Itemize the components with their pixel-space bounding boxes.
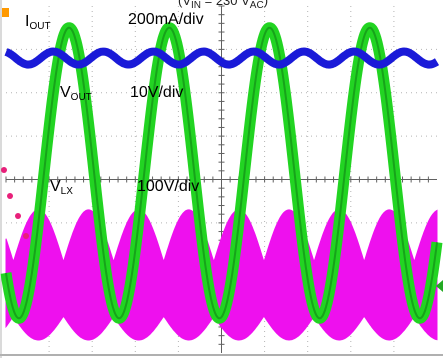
reference-marker-icon <box>23 233 29 239</box>
trigger-level-marker-icon <box>436 280 443 292</box>
iout-scale-label: 200mA/div <box>128 11 204 28</box>
reference-marker-icon <box>7 193 13 199</box>
reference-marker-icon <box>1 167 7 173</box>
vlx-channel-label: VLX <box>50 178 73 197</box>
iout-trace-core <box>5 26 438 320</box>
vout-scale-label: 10V/div <box>130 84 184 101</box>
reference-marker-icon <box>15 213 21 219</box>
vout-trace <box>4 47 440 69</box>
iout-channel-label: IOUT <box>25 13 51 32</box>
vlx-scale-label: 100V/div <box>137 178 200 195</box>
channel-1-ground-marker-icon <box>2 8 9 17</box>
input-condition-label: (VIN = 230 VAC) <box>178 0 269 11</box>
vout-channel-label: VOUT <box>60 84 92 103</box>
